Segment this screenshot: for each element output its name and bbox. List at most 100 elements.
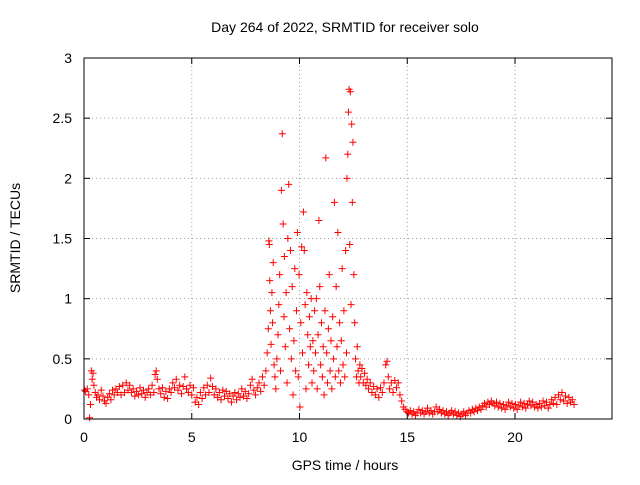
data-point <box>563 399 571 407</box>
data-point <box>315 216 323 224</box>
data-point <box>460 408 468 416</box>
data-point <box>492 398 500 406</box>
data-point <box>153 375 161 383</box>
data-point <box>537 403 545 411</box>
data-point <box>302 385 310 393</box>
data-point <box>219 386 227 394</box>
data-point <box>448 407 456 415</box>
data-point <box>269 319 277 327</box>
data-point <box>304 331 312 339</box>
data-point <box>382 361 390 369</box>
data-point <box>474 407 482 415</box>
data-point <box>317 319 325 327</box>
data-point <box>311 307 319 315</box>
data-point <box>207 374 215 382</box>
data-point <box>97 386 105 394</box>
data-point <box>280 253 288 261</box>
data-point <box>283 379 291 387</box>
x-tick-label: 0 <box>80 429 88 445</box>
data-point <box>181 373 189 381</box>
data-point <box>331 373 339 381</box>
data-point <box>282 289 290 297</box>
data-point <box>274 331 282 339</box>
data-point <box>322 154 330 162</box>
data-point <box>508 399 516 407</box>
data-point <box>510 404 518 412</box>
data-point <box>511 401 519 409</box>
data-point <box>394 379 402 387</box>
data-point <box>515 402 523 410</box>
data-point <box>148 381 156 389</box>
data-point <box>356 361 364 369</box>
data-point <box>377 384 385 392</box>
data-point <box>86 401 94 409</box>
y-tick-label: 0 <box>64 411 72 427</box>
data-point <box>227 398 235 406</box>
data-point <box>160 393 168 401</box>
data-point <box>189 384 197 392</box>
data-point <box>270 361 278 369</box>
data-point <box>316 283 324 291</box>
data-point <box>527 402 535 410</box>
data-point <box>277 367 285 375</box>
data-point <box>353 343 361 351</box>
data-point <box>285 180 293 188</box>
data-point <box>278 130 286 138</box>
data-point <box>346 241 354 249</box>
data-point <box>174 386 182 394</box>
data-point <box>366 379 374 387</box>
data-point <box>329 313 337 321</box>
data-point <box>188 391 196 399</box>
data-point <box>361 369 369 377</box>
data-point <box>234 390 242 398</box>
data-point <box>152 367 160 375</box>
data-point <box>141 393 149 401</box>
data-point <box>183 385 191 393</box>
data-point <box>354 367 362 375</box>
data-point <box>275 301 283 309</box>
data-point <box>451 408 459 416</box>
data-point <box>224 395 232 403</box>
data-point <box>115 383 123 391</box>
data-point <box>373 385 381 393</box>
data-point <box>499 401 507 409</box>
data-point <box>127 389 135 397</box>
data-point <box>195 401 203 409</box>
data-point <box>133 387 141 395</box>
data-point <box>145 385 153 393</box>
data-point <box>324 325 332 333</box>
data-point <box>442 408 450 416</box>
data-point <box>327 337 335 345</box>
data-point <box>480 399 488 407</box>
data-point <box>501 405 509 413</box>
data-point <box>286 247 294 255</box>
data-point <box>570 401 578 409</box>
data-point <box>299 349 307 357</box>
data-point <box>321 307 329 315</box>
data-point <box>518 403 526 411</box>
data-point <box>308 379 316 387</box>
data-point <box>410 408 418 416</box>
data-point <box>549 399 557 407</box>
data-point <box>176 381 184 389</box>
data-point <box>378 389 386 397</box>
data-point <box>324 379 332 387</box>
data-point <box>427 407 435 415</box>
data-point <box>348 120 356 128</box>
data-point <box>243 395 251 403</box>
data-point <box>231 389 239 397</box>
data-point <box>491 402 499 410</box>
data-point <box>325 271 333 279</box>
data-point <box>470 408 478 416</box>
data-point <box>284 235 292 242</box>
data-point <box>544 404 552 412</box>
data-point <box>314 331 322 339</box>
data-point <box>266 277 274 285</box>
data-point <box>131 392 139 400</box>
data-point <box>292 307 300 315</box>
data-points <box>80 85 578 422</box>
data-point <box>273 355 281 363</box>
data-point <box>305 361 313 369</box>
y-tick-label: 2 <box>64 170 72 186</box>
data-point <box>343 174 351 182</box>
